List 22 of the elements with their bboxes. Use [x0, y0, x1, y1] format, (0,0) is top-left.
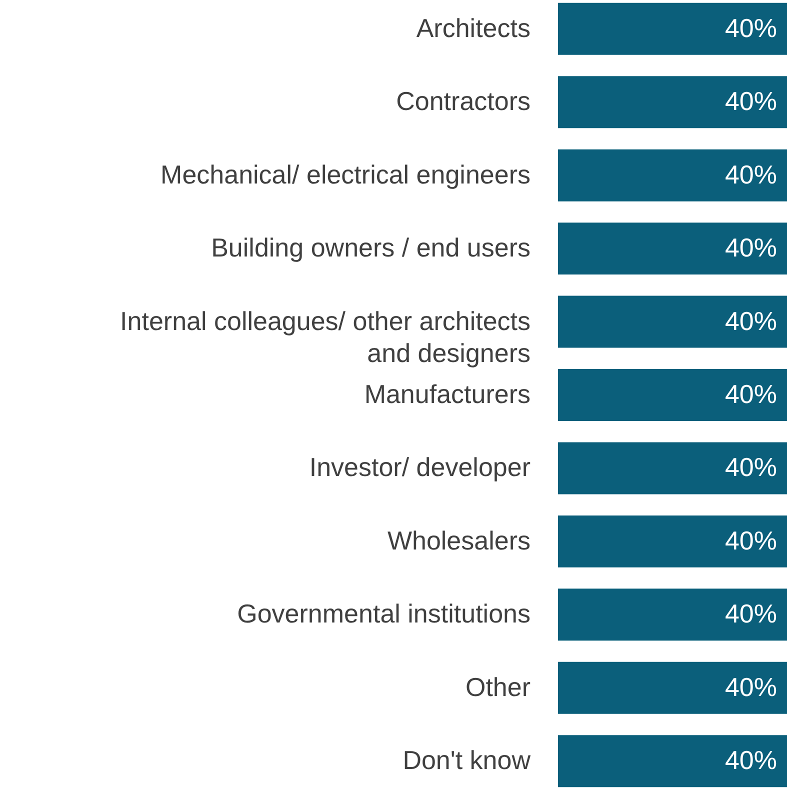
y-tick-label: Governmental institutions [237, 598, 530, 629]
data-label: 40% [724, 598, 777, 629]
data-label: 40% [724, 452, 777, 482]
data-label: 40% [724, 159, 777, 190]
data-label: 40% [724, 672, 777, 702]
data-label: 40% [724, 306, 777, 336]
data-label: 40% [724, 232, 777, 263]
y-tick-label: Manufacturers [364, 379, 530, 409]
y-tick-label: Other [465, 672, 531, 702]
data-label: 40% [724, 379, 777, 409]
data-label: 40% [724, 12, 777, 43]
data-label: 40% [724, 745, 777, 776]
data-label: 40% [724, 86, 777, 116]
y-tick-label: Mechanical/ electrical engineers [160, 159, 530, 190]
y-tick-label: Building owners / end users [211, 232, 530, 263]
y-tick-label: Contractors [396, 86, 530, 116]
y-tick-label: Architects [416, 12, 530, 43]
y-tick-label: Investor/ developer [309, 452, 531, 482]
y-tick-label: Wholesalers [387, 525, 530, 556]
y-tick-label: Internal colleagues/ other architects and designers [120, 306, 530, 368]
y-tick-label: Don't know [402, 745, 531, 776]
data-label: 40% [724, 525, 777, 556]
